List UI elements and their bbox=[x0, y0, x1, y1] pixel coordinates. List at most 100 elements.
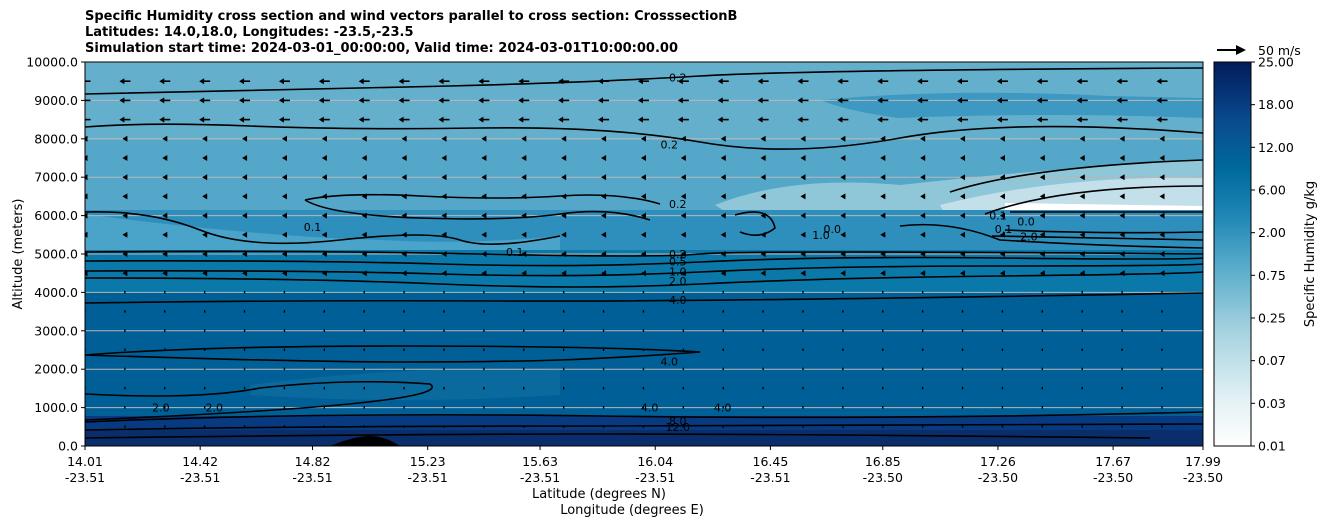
wind-vector-162 bbox=[960, 174, 966, 181]
wind-vector-140 bbox=[85, 174, 88, 181]
wind-vector-186 bbox=[800, 193, 806, 200]
wind-vector-215 bbox=[840, 212, 846, 219]
wind-vector-48 bbox=[877, 97, 889, 104]
wind-vector-80 bbox=[1036, 116, 1048, 123]
wind-vector-58 bbox=[159, 116, 171, 123]
wind-vector-247 bbox=[999, 231, 1005, 238]
wind-vector-243 bbox=[840, 231, 846, 238]
wind-vector-261 bbox=[441, 251, 447, 257]
wind-vector-180 bbox=[561, 193, 567, 200]
contour-label-4: 0.1 bbox=[506, 246, 524, 259]
x-tick-lat-0: 14.01 bbox=[67, 454, 103, 469]
contour-right-4 bbox=[1004, 229, 1203, 234]
colorbar-tick-label-6: 6.00 bbox=[1258, 183, 1286, 198]
wind-vector-212 bbox=[720, 212, 726, 219]
wind-vector-135 bbox=[999, 155, 1005, 161]
colorbar-tick-label-0: 0.01 bbox=[1258, 439, 1286, 454]
wind-vector-210 bbox=[640, 212, 646, 219]
wind-vector-46 bbox=[797, 97, 809, 104]
contour-label-18: 1.0 bbox=[812, 229, 830, 242]
y-tick-label-6: 6000.0 bbox=[34, 208, 78, 223]
x-tick-lon-9: -23.50 bbox=[1093, 470, 1133, 485]
wind-vector-279 bbox=[1159, 251, 1165, 257]
wind-vector-206 bbox=[481, 212, 487, 219]
wind-vector-105 bbox=[920, 135, 926, 142]
wind-vector-109 bbox=[1079, 135, 1085, 142]
wind-vector-9 bbox=[438, 78, 450, 85]
wind-vector-65 bbox=[438, 116, 450, 123]
wind-vector-303 bbox=[999, 270, 1005, 277]
wind-vector-132 bbox=[880, 155, 886, 161]
wind-vector-42 bbox=[637, 97, 649, 104]
wind-vector-45 bbox=[757, 97, 769, 104]
wind-vector-96 bbox=[561, 135, 567, 142]
wind-vector-66 bbox=[478, 116, 490, 123]
wind-vector-144 bbox=[242, 174, 248, 181]
wind-vector-122 bbox=[481, 155, 487, 161]
wind-vector-158 bbox=[800, 174, 806, 181]
contour-label-3: 0.1 bbox=[304, 221, 322, 234]
wind-vector-266 bbox=[640, 251, 646, 257]
wind-vector-75 bbox=[837, 116, 849, 123]
wind-vector-98 bbox=[640, 135, 646, 142]
wind-vector-274 bbox=[960, 251, 966, 257]
wind-vector-191 bbox=[999, 193, 1005, 200]
contour-loop bbox=[734, 211, 776, 236]
wind-vector-249 bbox=[1079, 231, 1085, 238]
wind-vector-260 bbox=[401, 251, 407, 257]
fill-mid-patch bbox=[250, 369, 560, 400]
contour-4.0-upper bbox=[85, 292, 1203, 304]
wind-vector-248 bbox=[1039, 231, 1045, 238]
wind-vector-41 bbox=[598, 97, 610, 104]
wind-vector-54 bbox=[1116, 97, 1128, 104]
wind-vector-224 bbox=[85, 231, 88, 238]
contour-label-21: 0.0 bbox=[1017, 215, 1035, 228]
wind-vector-297 bbox=[760, 270, 766, 277]
wind-vector-79 bbox=[996, 116, 1008, 123]
wind-vector-13 bbox=[598, 78, 610, 85]
wind-vector-71 bbox=[677, 116, 689, 123]
contour-8.0 bbox=[85, 411, 1203, 423]
wind-vector-30 bbox=[159, 97, 171, 104]
wind-vector-227 bbox=[202, 231, 208, 238]
colorbar-ticks: 0.01 0.03 0.07 0.25 0.75 2.00 6.00 12.00 18.00 25… bbox=[1251, 55, 1294, 454]
wind-vector-87 bbox=[202, 135, 208, 142]
contour-label-19: 0.1 bbox=[989, 210, 1007, 223]
wind-vector-81 bbox=[1076, 116, 1088, 123]
y-tick-label-8: 8000.0 bbox=[34, 131, 78, 146]
wind-vector-28 bbox=[85, 99, 91, 102]
wind-vector-56 bbox=[85, 118, 91, 121]
wind-vector-2 bbox=[159, 78, 171, 85]
wind-vector-233 bbox=[441, 231, 447, 238]
wind-vector-165 bbox=[1079, 174, 1085, 181]
wind-vector-36 bbox=[398, 97, 410, 104]
wind-vector-230 bbox=[321, 231, 327, 238]
wind-vector-246 bbox=[960, 231, 966, 238]
wind-vector-237 bbox=[601, 231, 607, 238]
wind-vector-253 bbox=[122, 251, 128, 257]
wind-vector-194 bbox=[1119, 193, 1125, 200]
wind-vector-175 bbox=[361, 193, 367, 200]
wind-vector-49 bbox=[917, 97, 929, 104]
wind-vector-292 bbox=[561, 270, 567, 277]
wind-vector-185 bbox=[760, 193, 766, 200]
wind-vector-121 bbox=[441, 155, 447, 161]
wind-vector-305 bbox=[1079, 270, 1085, 277]
wind-vector-145 bbox=[281, 174, 287, 181]
wind-vector-95 bbox=[521, 135, 527, 142]
wind-vector-177 bbox=[441, 193, 447, 200]
wind-vector-115 bbox=[202, 155, 208, 161]
contour-right-2 bbox=[984, 185, 1203, 215]
wind-vector-307 bbox=[1159, 270, 1165, 277]
wind-vector-278 bbox=[1119, 251, 1125, 257]
title-line-3: Simulation start time: 2024-03-01_00:00:… bbox=[85, 41, 678, 56]
y-tick-label-4: 4000.0 bbox=[34, 285, 78, 300]
wind-vector-232 bbox=[401, 231, 407, 238]
wind-vector-23 bbox=[996, 78, 1008, 85]
wind-vector-25 bbox=[1076, 78, 1088, 85]
wind-vector-223 bbox=[1159, 212, 1165, 219]
wind-vector-189 bbox=[920, 193, 926, 200]
wind-vector-284 bbox=[242, 270, 248, 277]
wind-vector-77 bbox=[917, 116, 929, 123]
wind-vector-34 bbox=[318, 97, 330, 104]
